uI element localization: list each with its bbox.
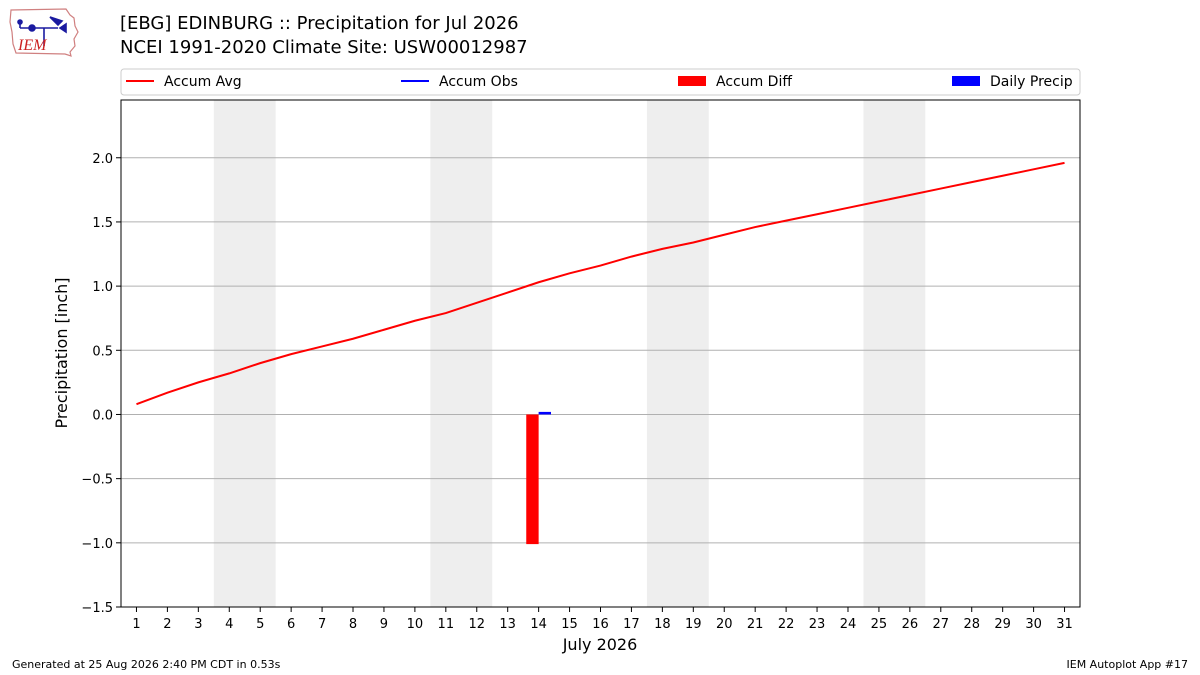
x-tick-label: 2 [163,617,171,632]
legend-label: Accum Obs [439,74,518,90]
x-tick-label: 1 [132,617,140,632]
weekend-band [430,100,493,607]
iem-logo: IEM [9,8,79,57]
accum-avg-line-group [136,161,1065,406]
x-tick-label: 29 [994,617,1011,632]
x-tick-label: 14 [530,617,547,632]
y-tick-label: 0.5 [92,344,113,359]
weekend-band [863,100,926,607]
y-tick-label: −1.5 [81,601,113,616]
y-tick-label: −0.5 [81,473,113,488]
legend-label: Daily Precip [990,74,1073,90]
x-tick-label: 20 [716,617,733,632]
x-tick-label: 5 [256,617,264,632]
bars [526,411,552,545]
legend-label: Accum Avg [164,74,242,90]
y-tick-label: 1.0 [92,280,113,295]
legend-frame [120,68,1081,96]
x-tick-label: 4 [225,617,233,632]
weekend-band [646,100,709,607]
chart-title: [EBG] EDINBURG :: Precipitation for Jul … [120,13,519,34]
x-axis-ticks: 1 2 3 4 5 6 7 8 9 10 11 12 13 14 15 16 17 18 19 20 21 22 23 24 2… [132,607,1073,632]
legend-swatch-patch [952,76,980,86]
x-tick-label: 21 [747,617,764,632]
x-tick-label: 6 [287,617,295,632]
chart-subtitle: NCEI 1991-2020 Climate Site: USW00012987 [120,37,528,58]
weekend-shading [213,100,926,607]
x-tick-label: 26 [902,617,919,632]
x-tick-label: 30 [1025,617,1042,632]
x-tick-label: 3 [194,617,202,632]
x-tick-label: 22 [778,617,795,632]
accum-avg-line [136,161,1065,406]
x-tick-label: 28 [963,617,980,632]
y-tick-label: 0.0 [92,408,113,423]
x-tick-label: 15 [561,617,578,632]
legend-label: Accum Diff [716,74,792,90]
logo-text: IEM [17,37,48,54]
y-tick-label: −1.0 [81,537,113,552]
weather-station-icon [17,16,67,46]
daily-precip-bar [538,411,552,415]
x-tick-label: 18 [654,617,671,632]
x-tick-label: 12 [468,617,485,632]
x-tick-label: 24 [840,617,857,632]
x-tick-label: 8 [349,617,357,632]
accum-diff-bar [526,414,539,545]
x-tick-label: 7 [318,617,326,632]
x-tick-label: 10 [407,617,424,632]
x-tick-label: 13 [499,617,516,632]
y-axis-ticks: −1.5 −1.0 −0.5 0.0 0.5 1.0 1.5 2.0 [81,152,121,616]
y-tick-label: 2.0 [92,152,113,167]
x-tick-label: 31 [1056,617,1073,632]
x-tick-label: 16 [592,617,609,632]
generated-timestamp: Generated at 25 Aug 2026 2:40 PM CDT in … [12,658,281,671]
x-tick-label: 19 [685,617,702,632]
x-tick-label: 11 [438,617,455,632]
y-axis-label: Precipitation [inch] [52,277,71,428]
legend-items: Accum Avg Accum Obs Accum Diff Daily Precip [126,74,1073,90]
x-tick-label: 9 [380,617,388,632]
x-tick-label: 23 [809,617,826,632]
weekend-band [213,100,276,607]
legend: Accum Avg Accum Obs Accum Diff Daily Precip [120,68,1081,96]
y-tick-label: 1.5 [92,216,113,231]
x-tick-label: 27 [933,617,950,632]
app-credit: IEM Autoplot App #17 [1066,658,1189,671]
legend-swatch-patch [678,76,706,86]
x-tick-label: 25 [871,617,888,632]
x-axis-label: July 2026 [562,635,638,654]
x-tick-label: 17 [623,617,640,632]
